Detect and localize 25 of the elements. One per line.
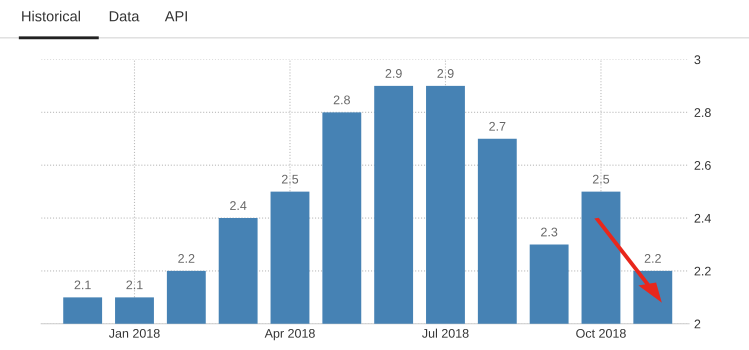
data-label: 2.2 [178,254,194,263]
text: Historical [22,10,80,22]
data-label: 2.1 [74,280,91,290]
x-tick-label: Apr 2018 [264,328,315,340]
y-tick-label: 2.6 [694,161,711,170]
y-tick-label: 2 [694,320,700,328]
y-tick-label: 2.8 [694,108,711,117]
y-tick-label: 3 [694,55,700,64]
data-label: 2.7 [489,122,506,131]
x-tick-label: Jul 2018 [422,328,469,338]
data-label: 2.8 [334,95,350,104]
data-label: 2.4 [230,201,246,210]
data-label: 2.5 [282,174,298,184]
text: Data [110,11,140,22]
data-label: 2.2 [644,254,661,263]
x-tick-label: Oct 2018 [576,328,626,338]
x-tick-label: Jan 2018 [108,328,160,338]
data-label: 2.5 [592,174,610,184]
data-label: 2.3 [541,228,558,236]
y-tick-label: 2.4 [694,214,711,223]
data-label: 2.1 [126,280,143,290]
data-label: 2.9 [386,69,402,78]
data-label: 2.9 [437,69,454,78]
y-tick-label: 2.2 [694,266,711,276]
text: API [164,11,187,22]
